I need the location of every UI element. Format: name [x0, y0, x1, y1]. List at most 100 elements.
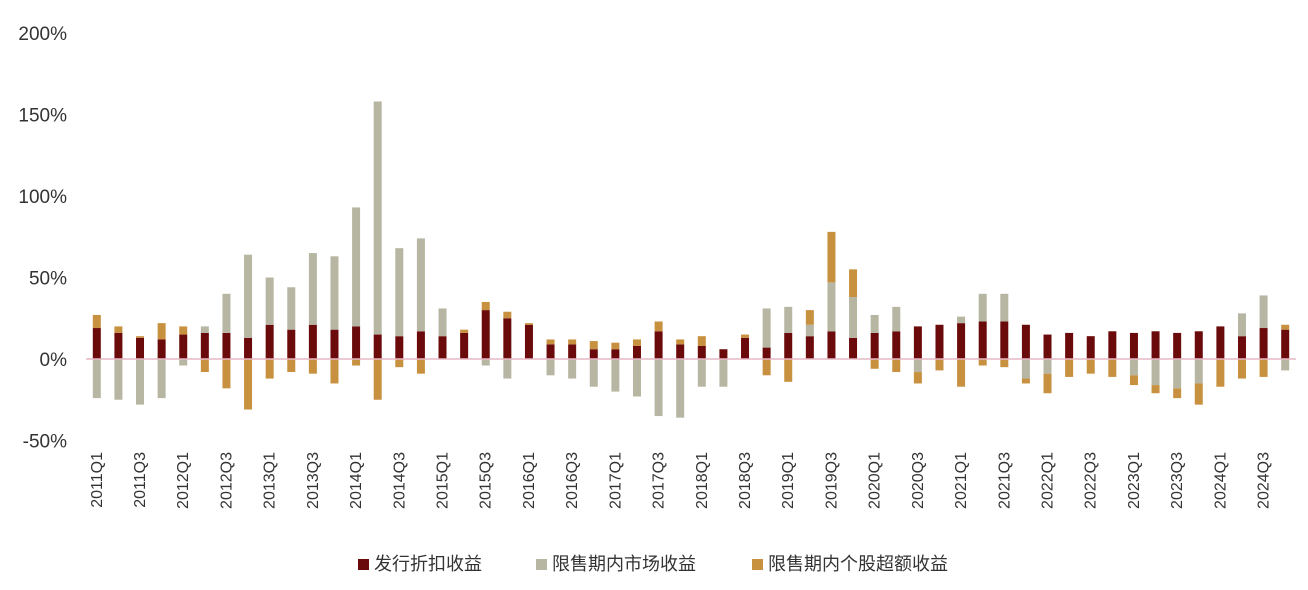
x-tick-label: 2021Q1	[953, 452, 970, 509]
bar-market-return	[546, 359, 555, 376]
bar-excess-return	[1216, 359, 1225, 387]
legend: 发行折扣收益 限售期内市场收益 限售期内个股超额收益	[358, 554, 948, 574]
bar-market-return	[913, 359, 922, 373]
bar-discount-return	[1281, 329, 1290, 359]
bar-market-return	[849, 297, 858, 338]
x-tick-label: 2012Q1	[175, 452, 192, 509]
bar-excess-return	[265, 359, 274, 379]
bar-excess-return	[287, 359, 296, 373]
bar-market-return	[957, 316, 966, 324]
bar-discount-return	[1043, 334, 1052, 359]
bar-excess-return	[1259, 359, 1268, 377]
bar-discount-return	[438, 336, 447, 359]
bar-market-return	[1237, 313, 1246, 337]
bar-market-return	[1021, 359, 1030, 379]
legend-item-market: 限售期内市场收益	[536, 554, 696, 574]
bar-market-return	[978, 293, 987, 322]
bar-excess-return	[222, 359, 231, 389]
y-tick-label: 200%	[18, 24, 67, 45]
bar-excess-return	[200, 359, 209, 373]
bar-excess-return	[589, 341, 598, 350]
bar-discount-return	[1151, 331, 1160, 359]
bar-discount-return	[244, 337, 253, 359]
bar-market-return	[676, 359, 685, 418]
x-tick-label: 2022Q1	[1040, 452, 1057, 509]
bar-excess-return	[762, 359, 771, 376]
x-tick-label: 2017Q1	[607, 452, 624, 509]
bar-excess-return	[460, 329, 469, 333]
bar-excess-return	[978, 359, 987, 366]
bar-discount-return	[762, 347, 771, 359]
bar-market-return	[1281, 359, 1290, 371]
bar-excess-return	[1173, 388, 1182, 399]
bar-discount-return	[200, 332, 209, 359]
bar-excess-return	[92, 314, 101, 329]
bar-excess-return	[114, 326, 123, 333]
bar-market-return	[762, 308, 771, 348]
x-tick-label: 2018Q1	[694, 452, 711, 509]
bar-market-return	[1173, 359, 1182, 389]
bar-discount-return	[460, 332, 469, 359]
x-tick-label: 2020Q1	[867, 452, 884, 509]
x-tick-label: 2018Q3	[737, 452, 754, 509]
bar-market-return	[330, 256, 339, 330]
bar-market-return	[92, 359, 101, 399]
legend-label: 发行折扣收益	[374, 554, 482, 574]
bar-excess-return	[654, 321, 663, 332]
bar-market-return	[308, 253, 317, 325]
bar-excess-return	[481, 301, 490, 311]
bar-excess-return	[1151, 385, 1160, 394]
bar-discount-return	[308, 324, 317, 359]
bar-market-return	[654, 359, 663, 417]
bar-excess-return	[546, 339, 555, 345]
bar-discount-return	[978, 321, 987, 359]
bar-excess-return	[308, 359, 317, 374]
bar-market-return	[373, 101, 382, 335]
bar-excess-return	[1237, 359, 1246, 379]
y-tick-label: -50%	[23, 432, 67, 453]
legend-item-discount: 发行折扣收益	[358, 554, 482, 574]
x-tick-label: 2016Q1	[521, 452, 538, 509]
x-axis: 2011Q1 2011Q3 2012Q1 2012Q3 2013Q1 2013Q3 2014…	[89, 452, 1273, 509]
bar-excess-return	[827, 231, 836, 283]
y-tick-label: 150%	[18, 106, 67, 127]
x-tick-label: 2023Q3	[1169, 452, 1186, 509]
bar-discount-return	[287, 329, 296, 359]
bar-discount-return	[1108, 331, 1117, 359]
bar-discount-return	[157, 339, 166, 359]
bar-excess-return	[892, 359, 901, 373]
x-tick-label: 2021Q3	[996, 452, 1013, 509]
bar-discount-return	[503, 318, 512, 359]
bar-excess-return	[632, 339, 641, 346]
bar-market-return	[589, 359, 598, 387]
bar-market-return	[1259, 295, 1268, 329]
x-tick-label: 2024Q3	[1256, 452, 1273, 509]
bar-discount-return	[589, 349, 598, 359]
bar-discount-return	[1129, 332, 1138, 359]
bar-discount-return	[1086, 336, 1095, 359]
bar-discount-return	[1259, 328, 1268, 359]
y-tick-label: 50%	[29, 269, 67, 290]
y-axis: -50% 0% 50% 100% 150% 200%	[18, 24, 67, 453]
bar-market-return	[157, 359, 166, 399]
x-tick-label: 2013Q1	[262, 452, 279, 509]
bar-market-return	[136, 359, 145, 405]
bar-market-return	[697, 359, 706, 387]
bar-discount-return	[114, 332, 123, 359]
bar-market-return	[611, 359, 620, 392]
bar-excess-return	[1194, 383, 1203, 405]
bar-discount-return	[1194, 331, 1203, 359]
bar-discount-return	[179, 334, 188, 359]
x-tick-label: 2023Q1	[1126, 452, 1143, 509]
bar-market-return	[892, 306, 901, 332]
bar-discount-return	[568, 344, 577, 359]
legend-label: 限售期内个股超额收益	[768, 554, 948, 574]
bar-market-return	[179, 359, 188, 366]
bar-discount-return	[395, 336, 404, 359]
bar-discount-return	[632, 345, 641, 359]
bar-excess-return	[957, 359, 966, 387]
bar-market-return	[719, 359, 728, 387]
bar-discount-return	[892, 331, 901, 359]
bar-discount-return	[416, 331, 425, 359]
